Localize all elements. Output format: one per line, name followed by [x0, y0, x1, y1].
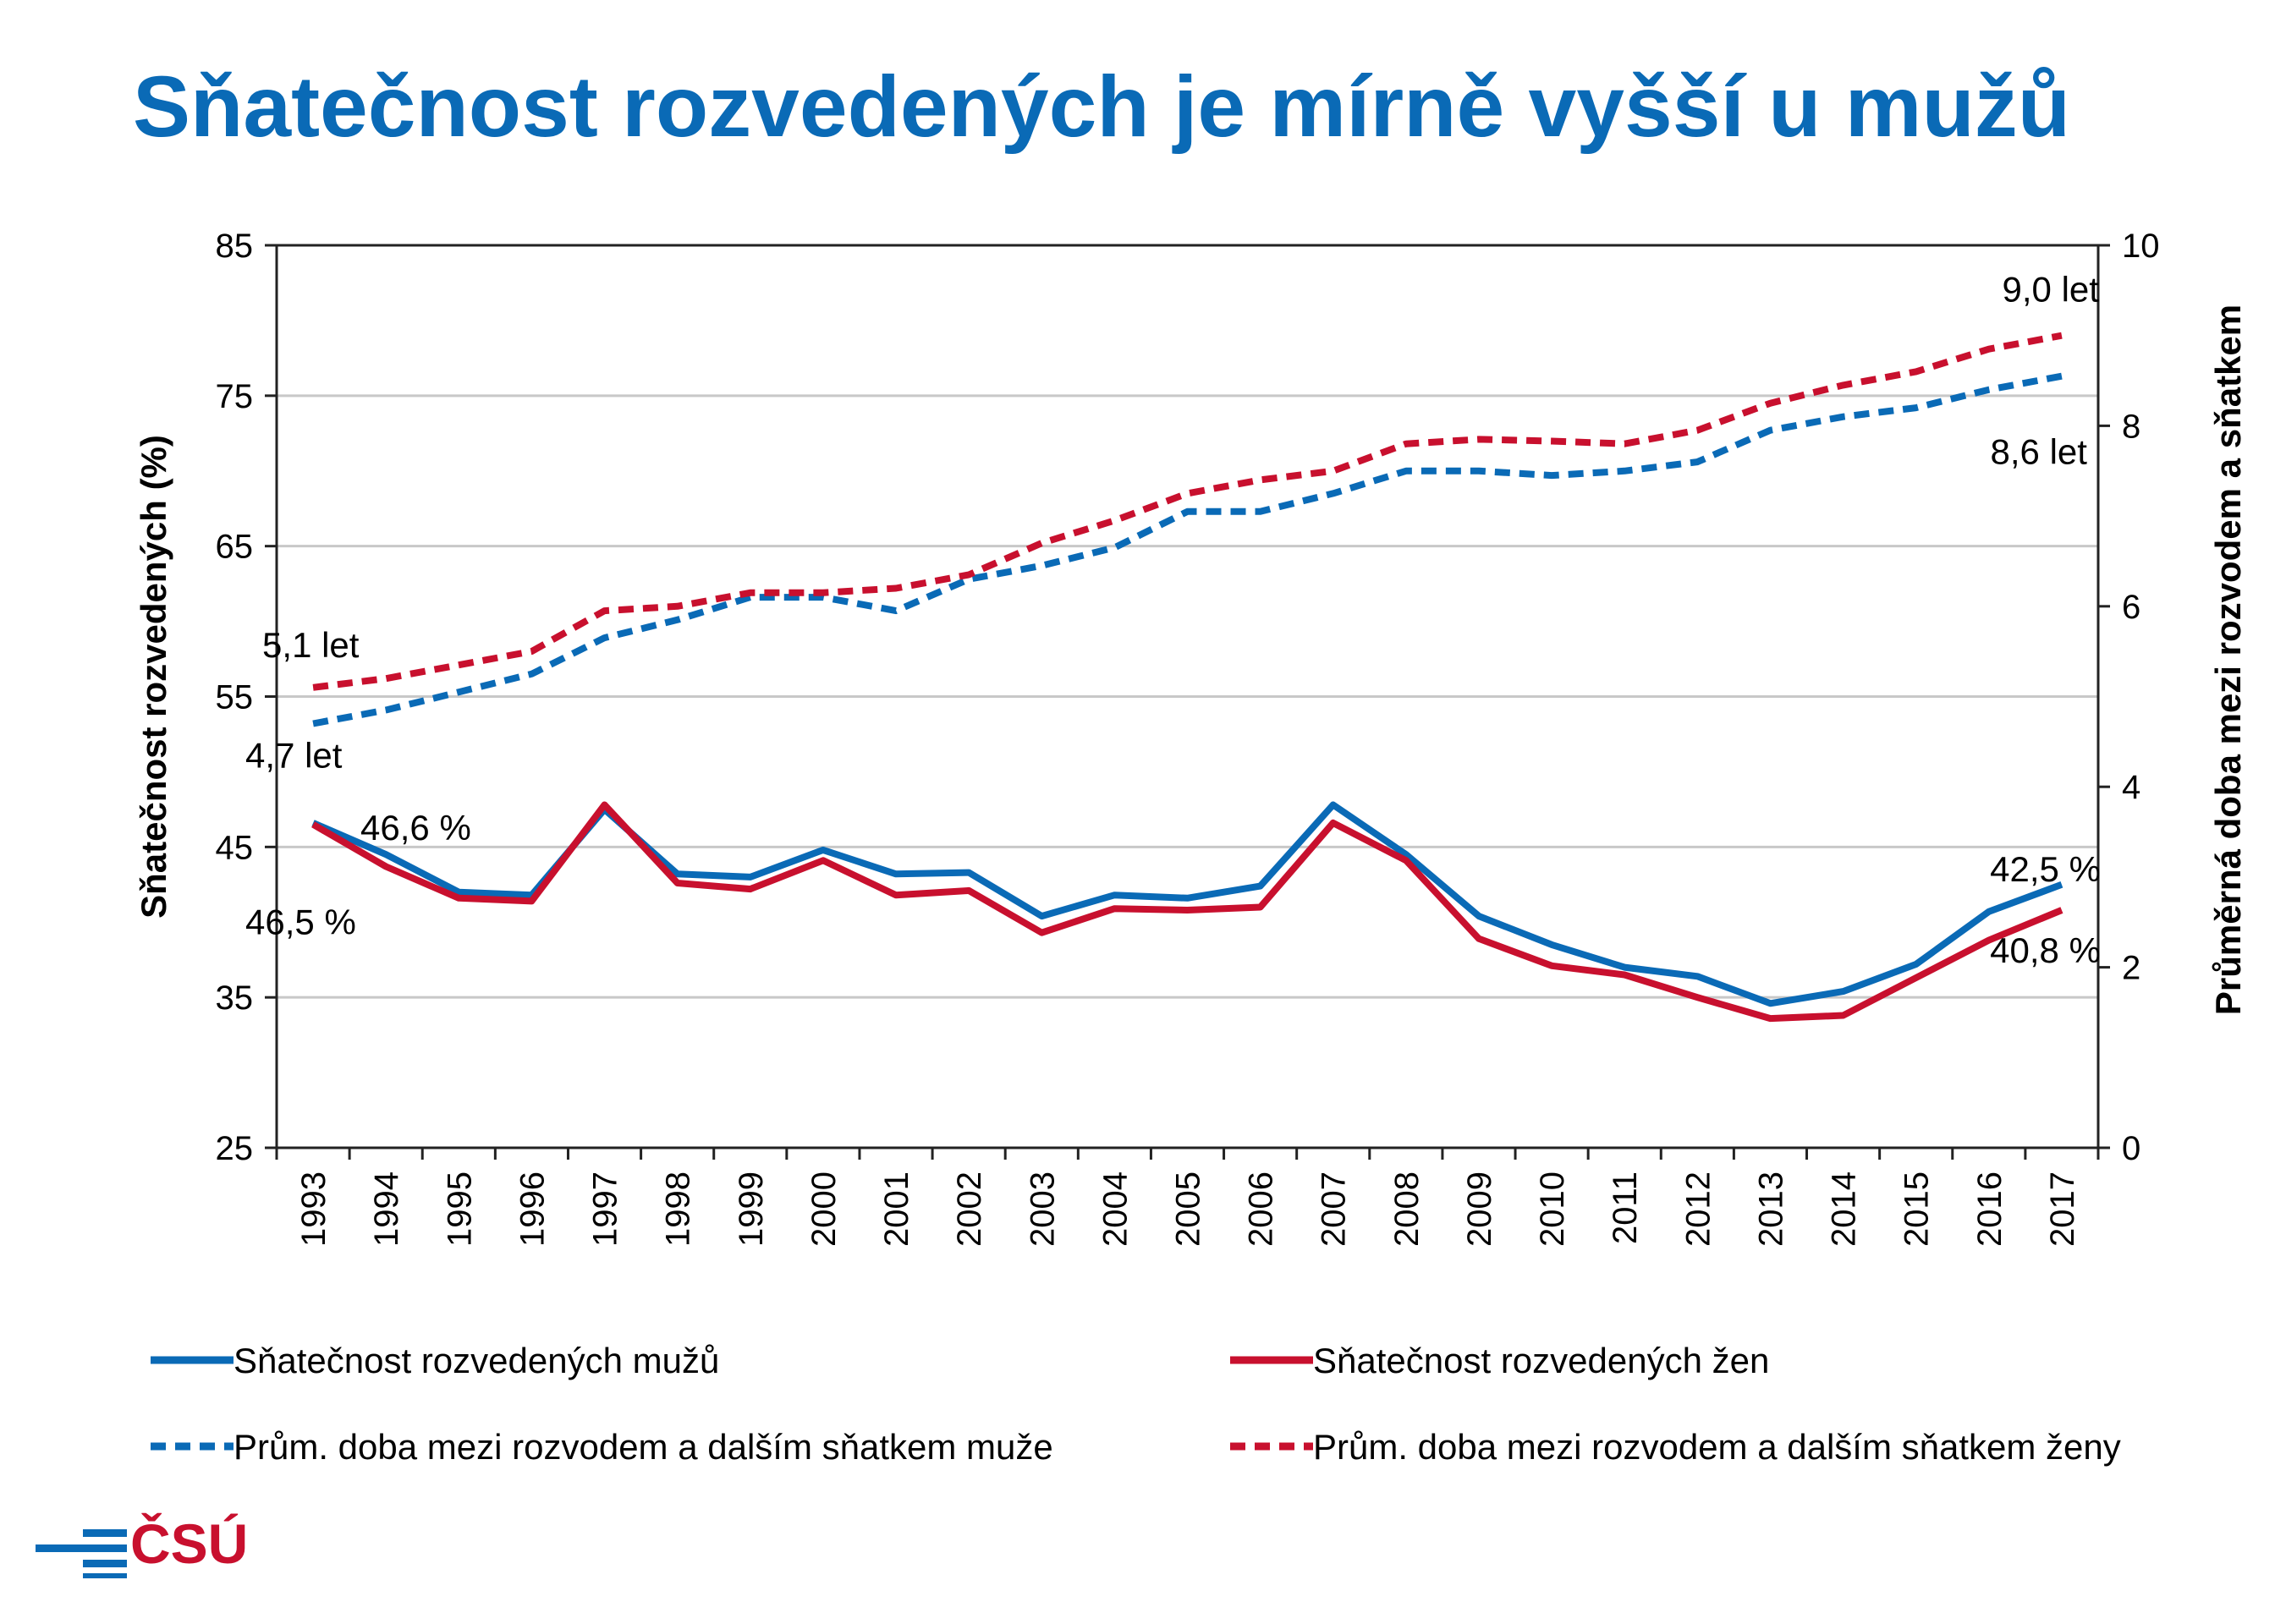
y2-tick-label-10: 10 — [2122, 228, 2160, 265]
tick-labels: 25 35 45 55 65 75 85 0 2 4 6 8 10 1993 1994 1995 1996 199… — [216, 228, 2160, 1247]
x-tick-label-1998: 1998 — [660, 1171, 697, 1247]
legend: Sňatečnost rozvedených mužů Sňatečnost r… — [151, 1341, 2121, 1467]
x-tick-label-2013: 2013 — [1752, 1171, 1789, 1247]
y-tick-label-35: 35 — [216, 979, 254, 1017]
annotation-men-rate-start: 46,6 % — [360, 808, 471, 848]
x-tick-label-2005: 2005 — [1170, 1171, 1207, 1247]
series-women-time — [312, 332, 2063, 691]
x-tick-label-2000: 2000 — [805, 1171, 843, 1247]
annotation-men-time-end: 8,6 let — [1991, 432, 2088, 472]
annotation-women-rate-start: 46,5 % — [245, 903, 356, 942]
series-men-time — [312, 372, 2063, 727]
logo-bar-4 — [83, 1573, 127, 1578]
legend-label-men-time: Prům. doba mezi rozvodem a dalším sňatke… — [234, 1427, 1053, 1467]
legend-item-men-rate[interactable]: Sňatečnost rozvedených mužů — [151, 1341, 719, 1380]
legend-label-women-time: Prům. doba mezi rozvodem a dalším sňatke… — [1313, 1427, 2121, 1467]
y2-tick-label-2: 2 — [2122, 950, 2140, 987]
x-tick-label-1995: 1995 — [441, 1171, 478, 1247]
annotation-women-time-start: 5,1 let — [262, 625, 360, 665]
csu-logo-mark — [36, 1529, 127, 1578]
logo-bar-3 — [83, 1560, 127, 1567]
series-women-rate — [311, 801, 2063, 1023]
x-tick-label-2012: 2012 — [1679, 1171, 1717, 1247]
csu-logo-text: ČSÚ — [130, 1512, 249, 1575]
x-tick-label-2002: 2002 — [951, 1171, 988, 1247]
x-tick-label-2011: 2011 — [1607, 1171, 1644, 1244]
y-axis-title: Sňatečnost rozvedených (%) — [134, 435, 173, 919]
y-tick-label-65: 65 — [216, 529, 254, 566]
x-tick-label-1996: 1996 — [514, 1171, 551, 1247]
y-tick-label-85: 85 — [216, 228, 254, 265]
y2-tick-label-0: 0 — [2122, 1130, 2140, 1167]
legend-label-women-rate: Sňatečnost rozvedených žen — [1313, 1341, 1769, 1380]
x-tick-label-2007: 2007 — [1316, 1171, 1353, 1247]
y-tick-label-25: 25 — [216, 1130, 254, 1167]
annotation-men-time-start: 4,7 let — [245, 736, 343, 776]
x-tick-label-2008: 2008 — [1388, 1171, 1426, 1247]
y-tick-label-45: 45 — [216, 829, 254, 866]
y-tick-label-75: 75 — [216, 378, 254, 415]
legend-item-women-time[interactable]: Prům. doba mezi rozvodem a dalším sňatke… — [1230, 1427, 2121, 1467]
series-men-rate — [311, 801, 2063, 1007]
y2-axis-title: Průměrná doba mezi rozvodem a sňatkem — [2208, 304, 2248, 1015]
legend-item-women-rate[interactable]: Sňatečnost rozvedených žen — [1230, 1341, 1769, 1380]
legend-label-men-rate: Sňatečnost rozvedených mužů — [234, 1341, 719, 1380]
x-tick-label-2009: 2009 — [1461, 1171, 1498, 1247]
x-tick-label-2003: 2003 — [1024, 1171, 1061, 1247]
axes — [265, 244, 2110, 1160]
x-tick-label-2001: 2001 — [878, 1171, 915, 1247]
annotation-women-rate-end: 40,8 % — [1990, 930, 2101, 970]
x-tick-label-2004: 2004 — [1096, 1171, 1134, 1247]
logo-bar-1 — [36, 1544, 127, 1552]
x-tick-label-2006: 2006 — [1243, 1171, 1280, 1247]
x-tick-label-1993: 1993 — [295, 1171, 332, 1247]
x-tick-label-2010: 2010 — [1534, 1171, 1571, 1247]
x-tick-label-2016: 2016 — [1971, 1171, 2008, 1247]
x-tick-label-2017: 2017 — [2044, 1171, 2081, 1247]
x-tick-label-1997: 1997 — [587, 1171, 624, 1247]
x-tick-label-2015: 2015 — [1899, 1171, 1936, 1247]
chart-title: Sňatečnost rozvedených je mírně vyšší u … — [133, 58, 2071, 155]
x-tick-label-1999: 1999 — [733, 1171, 770, 1247]
series-lines — [311, 332, 2063, 1023]
annotation-women-time-end: 9,0 let — [2003, 270, 2100, 310]
legend-item-men-time[interactable]: Prům. doba mezi rozvodem a dalším sňatke… — [151, 1427, 1053, 1467]
y2-tick-label-8: 8 — [2122, 408, 2140, 445]
y-tick-label-55: 55 — [216, 679, 254, 716]
y2-tick-label-4: 4 — [2122, 769, 2140, 806]
x-tick-label-2014: 2014 — [1826, 1171, 1863, 1247]
data-annotations: 5,1 let 4,7 let 46,6 % 46,5 % 9,0 let 8,6 let… — [245, 270, 2101, 970]
annotation-men-rate-end: 42,5 % — [1990, 849, 2101, 889]
logo-bar-2 — [83, 1529, 127, 1537]
x-tick-label-1994: 1994 — [368, 1171, 405, 1247]
y2-tick-label-6: 6 — [2122, 589, 2140, 626]
